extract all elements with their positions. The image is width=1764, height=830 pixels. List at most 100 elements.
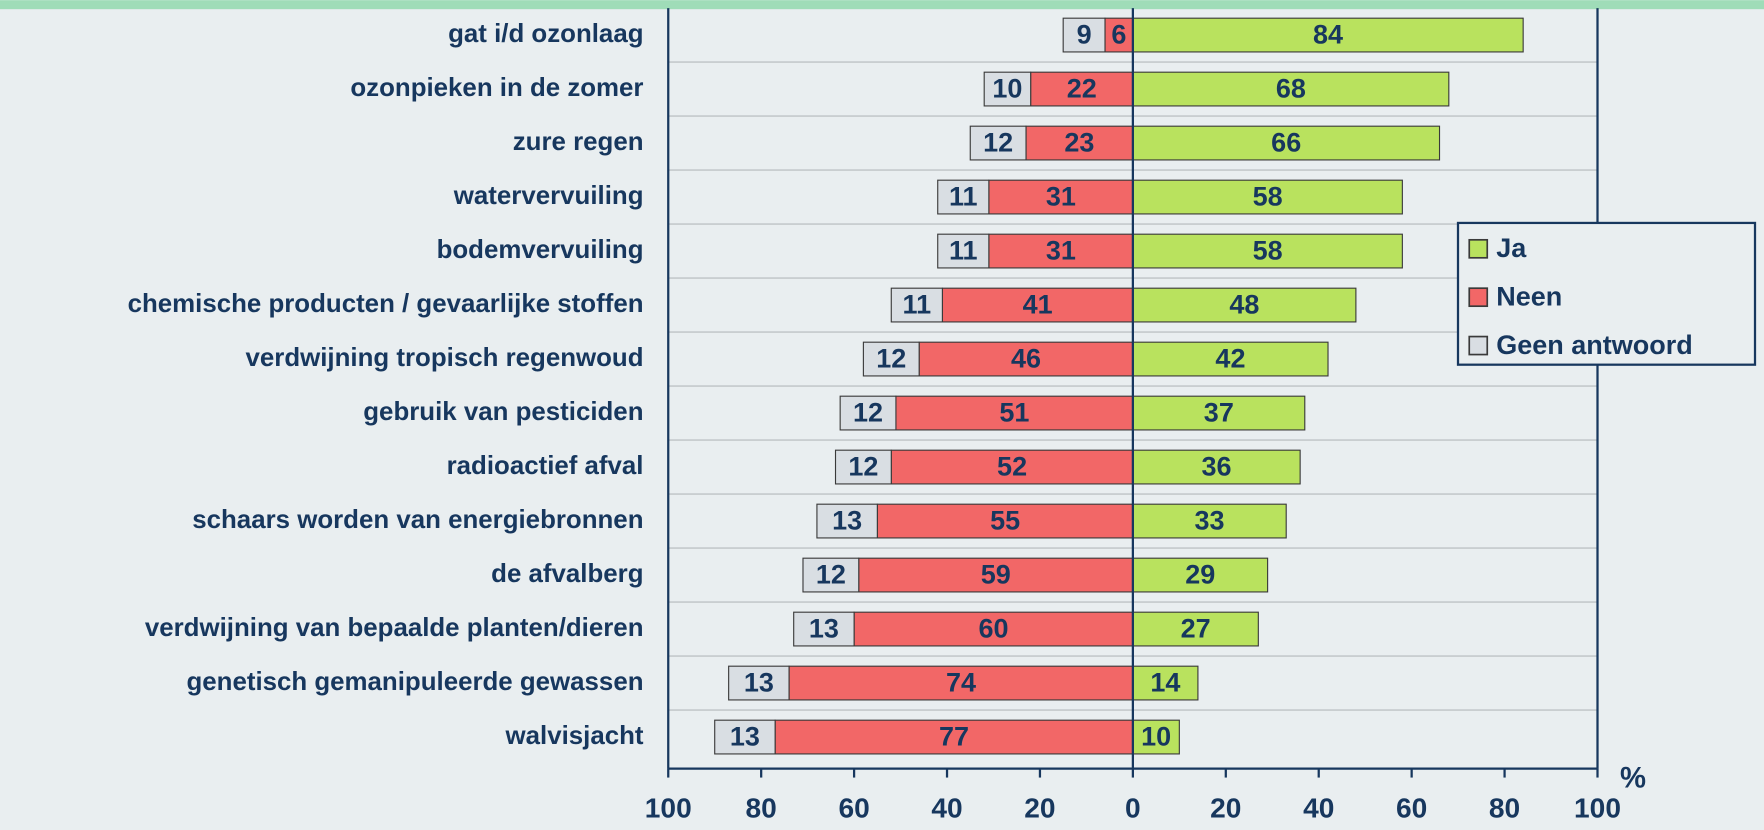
data-label: 66 [1271,127,1301,157]
data-label: 52 [997,451,1027,481]
bar [1104,17,1134,53]
bar [937,179,990,215]
data-label: 13 [744,667,774,697]
data-label: 33 [1195,505,1225,535]
x-tick-label: 80 [1489,793,1520,824]
bar [793,611,855,647]
category-label: ozonpieken in de zomer [350,74,643,102]
data-label: 41 [1023,289,1053,319]
data-label: 12 [853,397,883,427]
category-label: schaars worden van energiebronnen [192,506,643,534]
legend-swatch [1468,238,1489,259]
x-tick-label: 40 [931,793,962,824]
data-label: 12 [876,343,906,373]
data-label: 11 [903,289,932,319]
x-tick-label: 80 [746,793,777,824]
category-label: gebruik van pesticiden [363,398,643,426]
bar [1132,611,1259,647]
top-strip [0,0,1764,10]
data-label: 51 [999,397,1029,427]
bar [890,449,1134,485]
data-label: 11 [949,235,978,265]
bar [788,665,1134,701]
data-label: 31 [1046,235,1076,265]
data-label: 58 [1253,181,1283,211]
data-label: 29 [1185,559,1215,589]
data-label: 77 [939,721,969,751]
bar [862,341,920,377]
legend-label: Ja [1496,233,1527,263]
x-tick-label: 60 [1396,793,1427,824]
x-tick-label: 100 [645,793,692,824]
category-label: genetisch gemanipuleerde gewassen [186,668,643,696]
bar [937,233,990,269]
data-label: 11 [949,181,978,211]
data-label: 42 [1215,343,1245,373]
bar [834,449,892,485]
bar [1132,17,1524,53]
bar [1132,449,1301,485]
bar [839,395,897,431]
data-label: 84 [1313,19,1343,49]
data-label: 58 [1253,235,1283,265]
category-label: gat i/d ozonlaag [448,20,643,48]
bar [1132,503,1287,539]
data-label: 27 [1181,613,1211,643]
data-label: 68 [1276,73,1306,103]
bar [1132,71,1450,107]
data-label: 12 [816,559,846,589]
x-tick-label: 40 [1303,793,1334,824]
bar [1132,125,1441,161]
data-label: 13 [730,721,760,751]
bar [1132,719,1180,755]
category-label: walvisjacht [505,722,644,750]
bar [816,503,878,539]
x-tick-label: 20 [1024,793,1055,824]
data-label: 60 [978,613,1008,643]
bar [969,125,1027,161]
bar [941,287,1134,323]
data-label: 22 [1067,73,1097,103]
category-label: verdwijning tropisch regenwoud [246,344,644,372]
data-label: 46 [1011,343,1041,373]
category-label: watervervuiling [453,182,644,210]
x-tick-label: 20 [1210,793,1241,824]
bar [1132,665,1199,701]
legend-box [1456,221,1757,366]
category-label: radioactief afval [447,452,644,480]
data-label: 48 [1229,289,1259,319]
bar [1132,341,1329,377]
legend-swatch [1468,287,1489,308]
bar [1062,17,1106,53]
bar [983,71,1032,107]
data-label: 13 [809,613,839,643]
data-label: 59 [981,559,1011,589]
bar [858,557,1134,593]
x-tick-label: 60 [838,793,869,824]
bar [918,341,1134,377]
data-label: 12 [848,451,878,481]
data-label: 10 [992,73,1022,103]
legend-swatch [1468,335,1489,356]
x-tick-label: 0 [1125,793,1141,824]
data-label: 9 [1077,19,1092,49]
data-label: 37 [1204,397,1234,427]
data-label: 31 [1046,181,1076,211]
bar [728,665,790,701]
data-label: 74 [946,667,976,697]
legend-label: Neen [1496,281,1562,311]
bar [1132,557,1269,593]
bar [853,611,1134,647]
data-label: 13 [832,505,862,535]
x-tick-label: 100 [1574,793,1621,824]
data-label: 23 [1064,127,1094,157]
category-label: de afvalberg [491,560,643,588]
bar [988,179,1134,215]
category-label: chemische producten / gevaarlijke stoffe… [128,290,644,318]
bar [802,557,860,593]
bar [890,287,943,323]
axis-unit: % [1620,763,1646,795]
data-label: 10 [1141,721,1171,751]
bar [1132,287,1357,323]
